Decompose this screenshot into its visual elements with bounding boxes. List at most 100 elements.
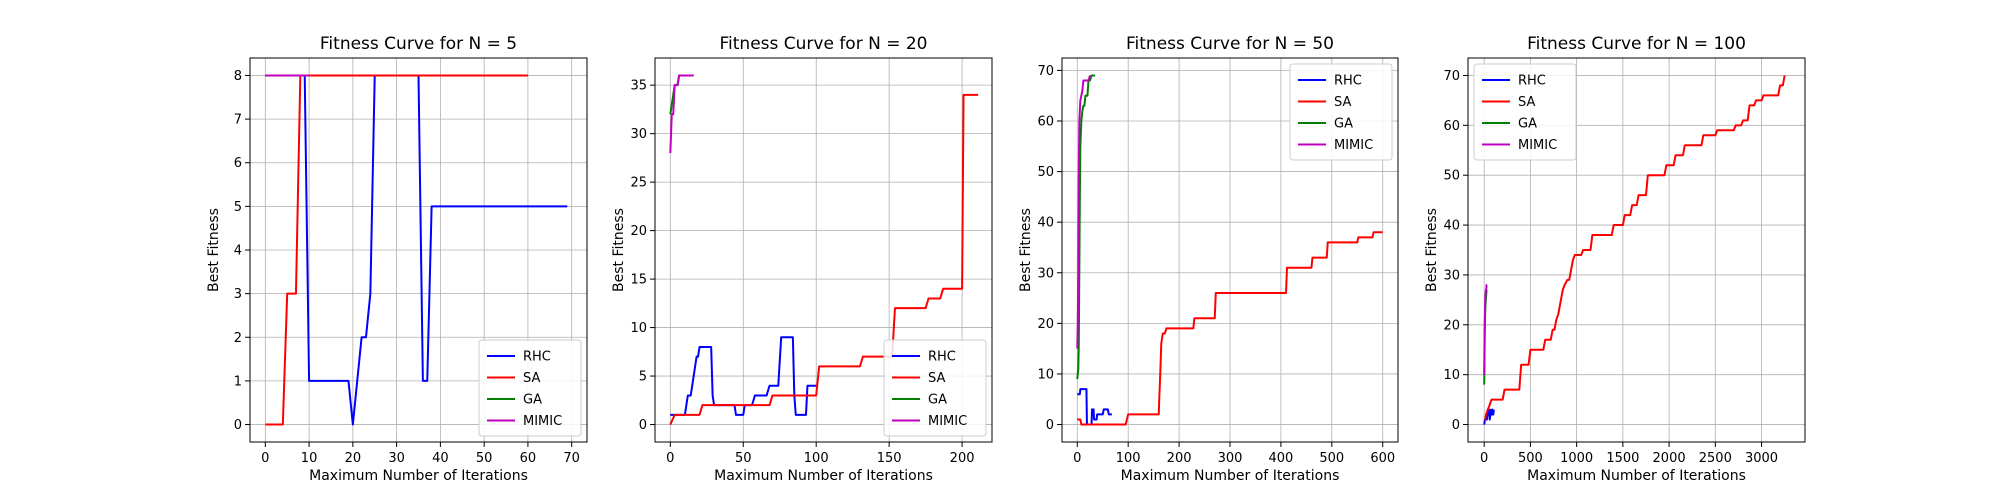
- legend-label-mimic: MIMIC: [523, 414, 562, 429]
- y-tick-label: 20: [1037, 317, 1054, 332]
- y-tick-label: 0: [234, 418, 242, 433]
- x-tick-label: 500: [1319, 451, 1344, 466]
- x-tick-label: 50: [476, 451, 493, 466]
- series-line-mimic: [669, 74, 694, 154]
- x-tick-label: 1500: [1606, 451, 1639, 466]
- y-tick-label: 8: [234, 69, 242, 84]
- y-tick-label: 70: [1443, 69, 1460, 84]
- y-tick-label: 30: [1443, 268, 1460, 283]
- x-tick-label: 2000: [1653, 451, 1686, 466]
- axes-frame: [1467, 57, 1806, 443]
- x-tick-label: 60: [520, 451, 537, 466]
- legend-label-ga: GA: [1518, 117, 1537, 132]
- legend: RHC SA GA MIMIC: [478, 339, 582, 437]
- chart-panel-3: 0 100 200 300 400 500 600 0 10 20 30 40 50 60 70 Fitnes…: [1018, 34, 1399, 484]
- legend-label-sa: SA: [928, 371, 945, 386]
- series-line-mimic: [1483, 283, 1488, 375]
- y-tick-label: 40: [1037, 216, 1054, 231]
- chart-title: Fitness Curve for N = 100: [1527, 34, 1746, 54]
- y-tick-label: 0: [639, 418, 647, 433]
- y-tick-label: 2: [234, 331, 242, 346]
- x-tick-label: 3000: [1745, 451, 1778, 466]
- y-tick-label: 10: [1037, 367, 1054, 382]
- y-axis-label: Best Fitness: [1424, 208, 1440, 292]
- chart-title: Fitness Curve for N = 20: [719, 34, 927, 54]
- x-tick-label: 0: [666, 451, 674, 466]
- y-tick-label: 50: [1443, 169, 1460, 184]
- x-axis-label: Maximum Number of Iterations: [1121, 468, 1340, 484]
- series-line-ga: [1076, 74, 1096, 380]
- legend-label-ga: GA: [928, 393, 947, 408]
- y-tick-label: 40: [1443, 219, 1460, 234]
- legend-label-rhc: RHC: [928, 350, 956, 365]
- x-tick-label: 400: [1268, 451, 1293, 466]
- x-tick-label: 0: [261, 451, 269, 466]
- y-tick-label: 20: [630, 224, 647, 239]
- x-tick-label: 300: [1218, 451, 1243, 466]
- x-tick-label: 100: [1116, 451, 1141, 466]
- y-tick-label: 60: [1037, 114, 1054, 129]
- chart-panel-1: 0 10 20 30 40 50 60 70 0 1 2 3 4 5 6 7 8 Fitness Curve fo…: [206, 34, 588, 484]
- x-tick-label: 1000: [1560, 451, 1593, 466]
- legend-box: [1289, 63, 1393, 161]
- legend: RHC SA GA MIMIC: [1473, 63, 1577, 161]
- y-tick-label: 35: [630, 79, 647, 94]
- x-tick-label: 20: [345, 451, 362, 466]
- chart-panel-4: 0 500 1000 1500 2000 2500 3000 0 10 20 30 40 50 60 70 F…: [1424, 34, 1806, 484]
- legend-box: [883, 339, 987, 437]
- series-line-sa: [1077, 231, 1383, 426]
- x-tick-label: 2500: [1699, 451, 1732, 466]
- x-axis-label: Maximum Number of Iterations: [309, 468, 528, 484]
- y-tick-label: 20: [1443, 318, 1460, 333]
- x-tick-label: 200: [950, 451, 975, 466]
- axes-frame: [654, 57, 993, 443]
- chart-panel-2: 0 50 100 150 200 0 5 10 15 20 25 30 35 Fitness Curve …: [611, 34, 993, 484]
- legend-label-mimic: MIMIC: [1518, 138, 1557, 153]
- y-tick-label: 0: [1452, 418, 1460, 433]
- series-line-mimic: [1076, 75, 1091, 349]
- series-line-rhc: [265, 74, 568, 426]
- y-tick-label: 0: [1046, 418, 1054, 433]
- legend-label-rhc: RHC: [1518, 74, 1546, 89]
- y-tick-label: 60: [1443, 119, 1460, 134]
- x-tick-label: 100: [804, 451, 829, 466]
- y-tick-label: 25: [630, 176, 647, 191]
- y-tick-label: 50: [1037, 165, 1054, 180]
- y-axis-label: Best Fitness: [611, 208, 627, 292]
- y-tick-label: 3: [234, 287, 242, 302]
- y-tick-label: 70: [1037, 64, 1054, 79]
- legend: RHC SA GA MIMIC: [883, 339, 987, 437]
- x-tick-label: 0: [1480, 451, 1488, 466]
- legend-label-ga: GA: [1334, 117, 1353, 132]
- x-tick-label: 150: [877, 451, 902, 466]
- x-tick-label: 30: [388, 451, 405, 466]
- series-line-sa: [1484, 75, 1786, 421]
- series-line-rhc: [1077, 388, 1112, 426]
- x-tick-label: 70: [563, 451, 580, 466]
- y-tick-label: 6: [234, 156, 242, 171]
- y-tick-label: 30: [1037, 266, 1054, 281]
- y-tick-label: 5: [234, 200, 242, 215]
- legend-label-rhc: RHC: [1334, 74, 1362, 89]
- y-tick-label: 10: [630, 321, 647, 336]
- y-tick-label: 4: [234, 244, 242, 259]
- x-tick-label: 10: [301, 451, 318, 466]
- y-tick-label: 5: [639, 370, 647, 385]
- x-axis-label: Maximum Number of Iterations: [714, 468, 933, 484]
- series-line-sa: [669, 93, 979, 425]
- y-axis-label: Best Fitness: [1018, 208, 1034, 292]
- y-tick-label: 7: [234, 113, 242, 128]
- chart-title: Fitness Curve for N = 5: [320, 34, 517, 54]
- legend-label-sa: SA: [1334, 95, 1351, 110]
- x-axis-label: Maximum Number of Iterations: [1527, 468, 1746, 484]
- x-tick-label: 600: [1370, 451, 1395, 466]
- legend-label-ga: GA: [523, 393, 542, 408]
- x-tick-label: 200: [1167, 451, 1192, 466]
- legend-label-sa: SA: [1518, 95, 1535, 110]
- y-tick-label: 10: [1443, 368, 1460, 383]
- y-tick-label: 15: [630, 273, 647, 288]
- legend-label-mimic: MIMIC: [1334, 138, 1373, 153]
- y-tick-label: 30: [630, 127, 647, 142]
- chart-title: Fitness Curve for N = 50: [1126, 34, 1334, 54]
- legend-box: [478, 339, 582, 437]
